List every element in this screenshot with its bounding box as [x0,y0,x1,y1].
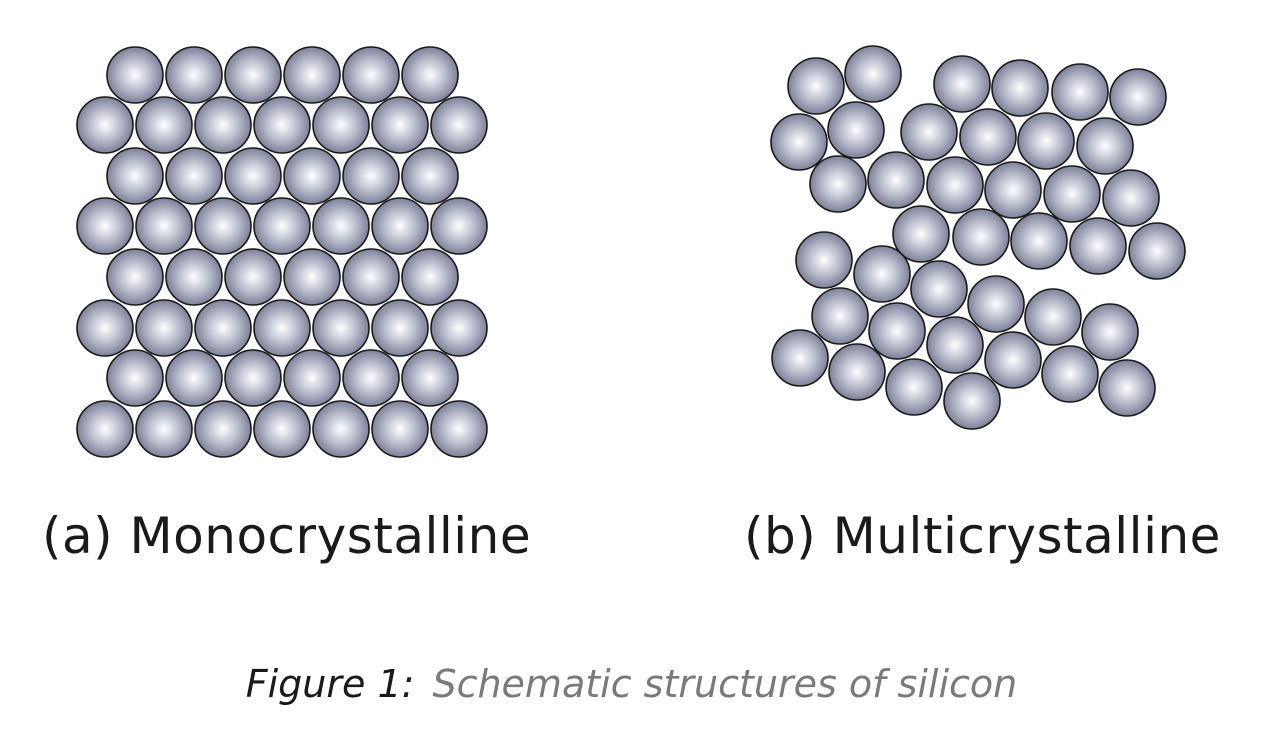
mono-atom [135,197,193,255]
mono-atom [342,248,400,306]
multi-atom [991,59,1049,117]
mono-atom [106,248,164,306]
mono-atom [371,96,429,154]
mono-atom [224,147,282,205]
mono-atom [194,197,252,255]
mono-atom [371,400,429,458]
multicrystalline-label: (b) Multicrystalline [744,507,1221,565]
multi-atom [1128,222,1186,280]
multi-atom [795,231,853,289]
multi-atom [844,45,902,103]
mono-atom [283,349,341,407]
mono-atom [430,299,488,357]
mono-atom [165,46,223,104]
multi-atom [1098,359,1156,417]
multi-atom [1069,217,1127,275]
multi-atom [827,101,885,159]
mono-atom [224,248,282,306]
multi-atom [811,287,869,345]
multi-atom [867,151,925,209]
multi-atom [967,275,1025,333]
multi-atom [770,113,828,171]
mono-atom [165,147,223,205]
monocrystalline-lattice [76,46,488,458]
multi-atom [900,103,958,161]
mono-atom [401,248,459,306]
mono-atom [312,299,370,357]
multi-atom [771,329,829,387]
multi-atom [868,302,926,360]
mono-atom [430,197,488,255]
mono-atom [401,46,459,104]
mono-atom [283,46,341,104]
multi-atom [892,205,950,263]
mono-atom [106,349,164,407]
multi-atom [952,208,1010,266]
multi-atom [943,372,1001,430]
multi-atom [984,331,1042,389]
mono-atom [194,96,252,154]
multi-atom [910,260,968,318]
multi-atom [853,245,911,303]
mono-atom [76,197,134,255]
monocrystalline-label: (a) Monocrystalline [42,507,532,565]
multi-atom [1109,68,1167,126]
figure-caption: Figure 1: Schematic structures of silicon [0,660,1263,708]
figure-caption-text: Schematic structures of silicon [432,662,1018,706]
mono-atom [224,46,282,104]
mono-atom [76,400,134,458]
mono-atom [76,96,134,154]
multi-atom [1102,169,1160,227]
multi-atom [926,316,984,374]
mono-atom [253,197,311,255]
mono-atom [165,349,223,407]
multi-atom [885,358,943,416]
multi-atom [926,156,984,214]
multi-atom [933,55,991,113]
mono-atom [106,46,164,104]
mono-atom [371,299,429,357]
mono-atom [430,400,488,458]
mono-atom [430,96,488,154]
figure-number: Figure 1: [245,662,415,706]
mono-atom [253,400,311,458]
mono-atom [312,400,370,458]
multi-atom [1081,303,1139,361]
mono-atom [312,197,370,255]
mono-atom [371,197,429,255]
mono-atom [342,349,400,407]
mono-atom [135,299,193,357]
mono-atom [253,96,311,154]
mono-atom [135,400,193,458]
mono-atom [253,299,311,357]
mono-atom [401,147,459,205]
multicrystalline-lattice [770,45,1186,430]
multi-atom [1024,288,1082,346]
multi-atom [828,343,886,401]
multi-atom [1041,345,1099,403]
multi-atom [1017,112,1075,170]
mono-atom [165,248,223,306]
mono-atom [106,147,164,205]
mono-atom [283,147,341,205]
multi-atom [984,161,1042,219]
mono-atom [342,46,400,104]
mono-atom [401,349,459,407]
mono-atom [194,299,252,357]
multi-atom [1043,165,1101,223]
mono-atom [283,248,341,306]
mono-atom [135,96,193,154]
mono-atom [194,400,252,458]
multi-atom [1076,117,1134,175]
multi-atom [1051,63,1109,121]
multi-atom [787,57,845,115]
mono-atom [312,96,370,154]
mono-atom [224,349,282,407]
multi-atom [809,155,867,213]
mono-atom [342,147,400,205]
multi-atom [1010,212,1068,270]
multi-atom [959,108,1017,166]
mono-atom [76,299,134,357]
